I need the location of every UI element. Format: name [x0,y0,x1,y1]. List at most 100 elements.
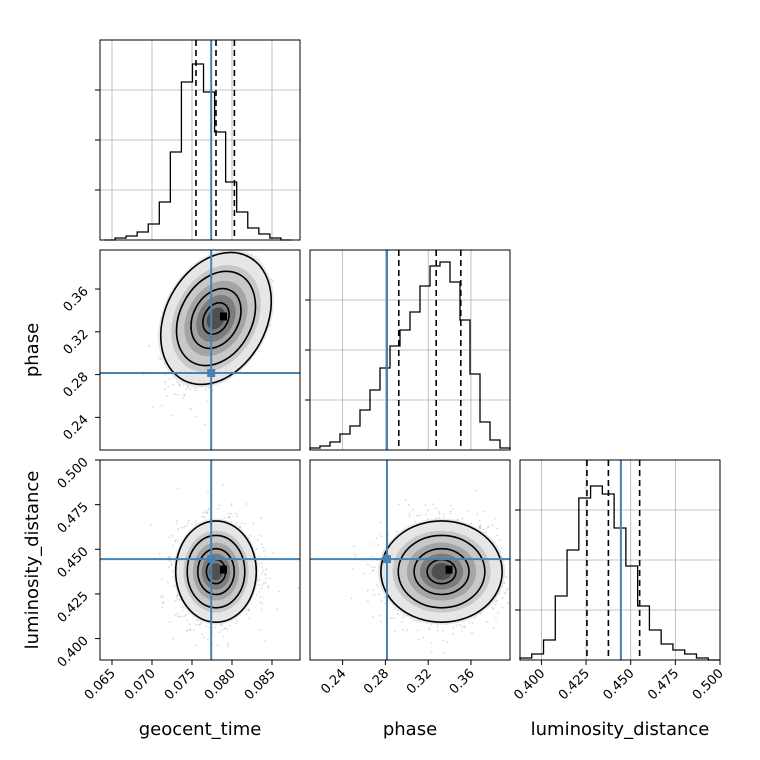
contour-line [174,520,258,624]
sample-point [208,507,211,510]
sample-point [266,247,268,249]
sample-point [473,617,476,620]
sample-point [397,503,400,506]
sample-point [203,636,206,639]
contour-line [159,251,273,386]
sample-point [408,503,410,506]
sample-point [217,507,219,510]
sample-point [185,388,188,390]
sample-point [264,640,267,643]
sample-point [198,624,201,626]
sample-point [221,623,224,626]
sample-point [239,525,242,528]
sample-point [480,524,482,527]
sample-point [249,534,251,537]
sample-point [183,393,186,396]
sample-point [221,635,224,638]
sample-point [259,601,262,603]
sample-point [234,622,237,625]
sample-point [188,407,191,410]
sample-point [162,596,164,599]
sample-point [248,609,251,612]
sample-point [176,393,179,396]
scatter-panel-phase-geocent_time [99,247,301,451]
sample-point [353,553,356,555]
sample-point [416,514,419,517]
sample-point [463,626,466,628]
sample-point [248,617,251,620]
sample-point [226,645,229,647]
sample-point [171,570,174,573]
sample-point [218,631,221,634]
sample-point [226,628,228,630]
sample-point [168,566,170,568]
sample-point [205,511,208,514]
sample-point [183,615,185,618]
sample-point [186,385,189,388]
sample-point [164,374,167,376]
density-peak [220,565,227,574]
sample-point [228,516,231,519]
sample-point [255,255,258,258]
sample-point [172,637,174,640]
sample-point [245,503,248,505]
sample-point [189,628,192,631]
sample-point [207,509,210,511]
sample-point [425,513,427,516]
sample-point [223,516,226,519]
panel-frame [519,459,721,661]
sample-point [267,587,270,589]
sample-point [245,613,248,615]
sample-point [379,521,382,524]
sample-point [261,565,263,568]
scatter-panel-luminosity_distance-phase [309,459,514,661]
injection-marker [207,555,216,564]
sample-point [199,623,202,625]
sample-point [441,629,444,632]
injection-marker [207,368,216,377]
sample-point [240,522,243,525]
sample-point [402,616,405,619]
sample-point [468,622,471,624]
sample-point [162,602,164,605]
sample-point [218,504,221,507]
panel-frame [99,249,301,451]
sample-point [506,587,509,590]
sample-point [393,630,396,633]
sample-point [180,606,183,609]
sample-point [227,512,230,515]
sample-point [174,540,177,543]
sample-point [186,619,188,622]
sample-point [190,408,193,411]
sample-point [457,518,460,521]
sample-point [174,539,177,542]
sample-point [491,523,494,526]
sample-point [497,611,499,614]
sample-point [174,614,177,617]
sample-point [486,526,489,529]
sample-point [495,617,497,619]
sample-point [260,517,263,520]
sample-point [168,621,171,623]
sample-point [208,626,211,629]
sample-point [512,534,514,536]
sample-point [264,573,267,576]
sample-point [264,555,267,558]
sample-point [157,355,160,358]
sample-point [377,544,380,547]
sample-point [354,555,357,558]
sample-point [194,644,197,647]
sample-point [175,522,178,525]
sample-point [257,563,260,565]
sample-point [402,614,405,616]
sample-point [186,630,188,632]
sample-point [230,504,233,507]
sample-point [161,578,164,580]
sample-point [171,544,174,547]
sample-point [424,504,427,506]
sample-point [378,614,381,617]
sample-point [485,531,487,534]
sample-point [235,619,238,622]
contour-line [190,287,242,350]
